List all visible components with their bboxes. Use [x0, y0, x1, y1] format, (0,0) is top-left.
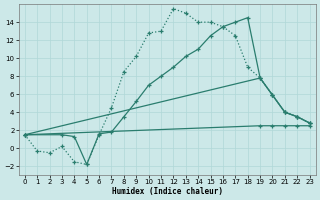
X-axis label: Humidex (Indice chaleur): Humidex (Indice chaleur) [112, 187, 223, 196]
